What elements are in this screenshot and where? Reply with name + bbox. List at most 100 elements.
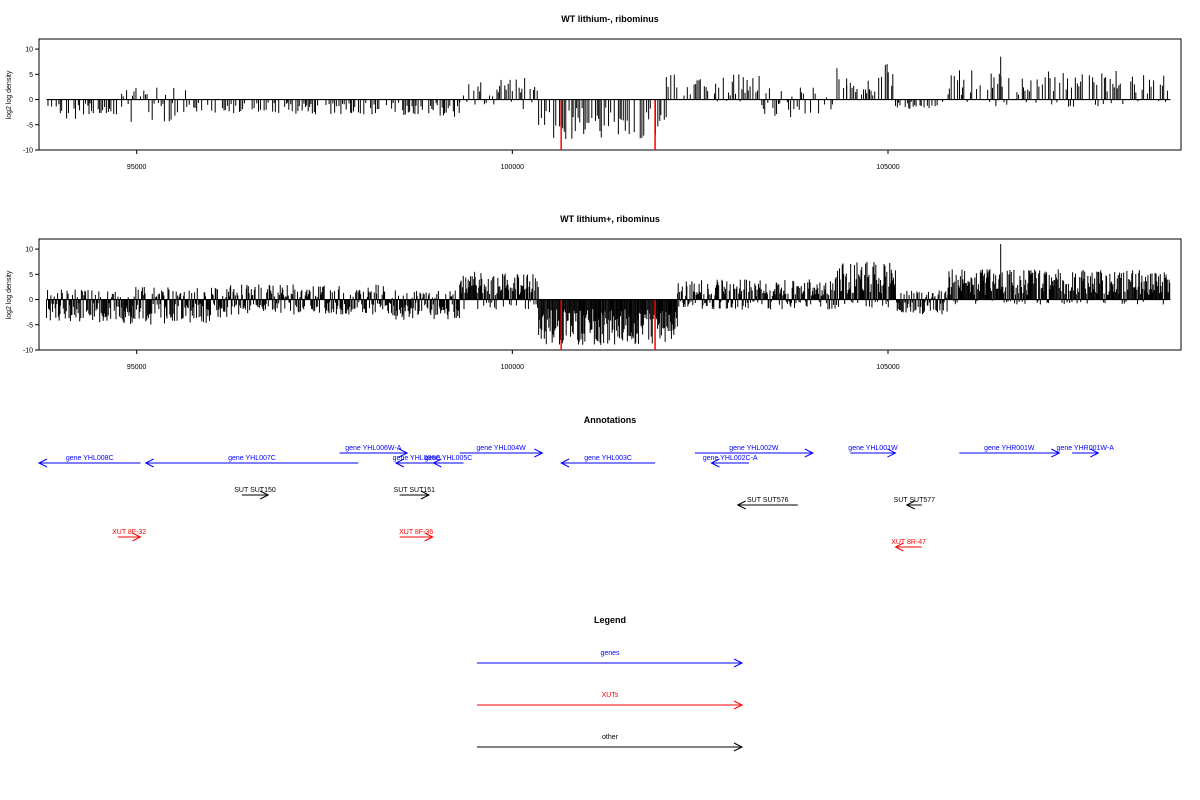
feature-label: gene YHL004W <box>476 445 526 452</box>
y-axis-label: log2 log density <box>6 70 13 119</box>
arrowhead-icon <box>887 448 897 458</box>
y-tick-label: 10 <box>25 47 33 54</box>
annotations-panel: Annotations gene YHL008C gene YHL007Cgene… <box>37 415 1115 552</box>
feature-gene: gene YHL008C <box>37 455 141 468</box>
feature-label: gene YHL007C <box>228 455 276 462</box>
y-tick-label: 5 <box>29 272 33 279</box>
legend-label: genes <box>600 650 620 657</box>
y-tick-label: 5 <box>29 72 33 79</box>
arrowhead-icon <box>905 500 915 510</box>
x-tick-label: 105000 <box>876 164 899 171</box>
feature-label: SUT SUT151 <box>394 487 436 494</box>
arrowhead-icon <box>1051 448 1061 458</box>
y-tick-label: 0 <box>29 297 33 304</box>
feature-label: gene YHR001W-A <box>1057 445 1115 452</box>
legend-item: genes <box>477 650 744 668</box>
feature-gene: gene YHR001W-A <box>1057 445 1115 458</box>
y-tick-label: -10 <box>23 348 33 355</box>
arrowhead-icon <box>733 700 744 710</box>
feature-gene: gene YHL001W <box>848 445 898 458</box>
arrowhead-icon <box>420 490 431 500</box>
feature-gene: gene YHL004W <box>459 445 544 458</box>
axes: -10 -5 0 5 10 95000 100000 105000 <box>23 247 900 371</box>
plot-frame <box>38 38 1182 151</box>
annotations-title: Annotations <box>584 415 637 425</box>
legend-items: genes XUTs other <box>477 650 744 752</box>
legend-label: XUTs <box>602 692 619 699</box>
feature-label: gene YHL005C <box>425 455 473 462</box>
y-tick-label: -5 <box>27 322 33 329</box>
y-tick-label: 0 <box>29 97 33 104</box>
feature-label: gene YHL001W <box>848 445 898 452</box>
arrowhead-icon <box>736 500 746 510</box>
x-tick-label: 100000 <box>501 364 524 371</box>
feature-label: gene YHL006W-A <box>345 445 401 452</box>
panel-lithium-minus: WT lithium-, ribominus log2 log density … <box>6 14 1182 171</box>
feature-gene: gene YHL006W-A <box>339 445 409 458</box>
feature-label: SUT SUT577 <box>894 497 936 504</box>
arrowhead-icon <box>432 458 442 468</box>
x-tick-label: 95000 <box>127 164 147 171</box>
arrowhead-icon <box>144 458 154 468</box>
feature-gene: gene YHL002W <box>694 445 814 458</box>
feature-label: gene YHL006C <box>393 455 441 462</box>
y-axis-label: log2 log density <box>6 270 13 319</box>
feature-gene: gene YHR001W <box>959 445 1061 458</box>
axes: -10 -5 0 5 10 95000 100000 105000 <box>23 47 900 171</box>
x-tick-label: 95000 <box>127 364 147 371</box>
chart-title: WT lithium-, ribominus <box>561 14 659 24</box>
feature-XUT: XUT 8F-36 <box>399 529 434 542</box>
arrowhead-icon <box>424 532 434 542</box>
bar-series <box>46 56 1171 150</box>
arrowhead-icon <box>894 542 904 552</box>
feature-label: gene YHL008C <box>66 455 114 462</box>
feature-other: SUT SUT577 <box>894 497 936 510</box>
feature-label: gene YHR001W <box>984 445 1035 452</box>
feature-other: SUT SUT576 <box>736 497 798 510</box>
feature-other: SUT SUT151 <box>394 487 436 500</box>
plot-frame <box>38 238 1182 351</box>
arrowhead-icon <box>733 742 744 752</box>
chart-title: WT lithium+, ribominus <box>560 214 660 224</box>
arrowhead-icon <box>37 458 48 468</box>
feature-label: SUT SUT150 <box>234 487 276 494</box>
annotation-features: gene YHL008C gene YHL007C gene YHL006W-A ge… <box>37 445 1115 552</box>
arrowhead-icon <box>1090 448 1100 458</box>
feature-gene: gene YHL006C <box>393 455 441 468</box>
feature-other: SUT SUT150 <box>234 487 276 500</box>
arrowhead-icon <box>804 448 814 458</box>
arrowhead-icon <box>560 458 570 468</box>
arrowhead-icon <box>259 490 270 500</box>
y-tick-label: -10 <box>23 148 33 155</box>
legend-item: other <box>477 734 744 752</box>
feature-gene: gene YHL005C <box>425 455 473 468</box>
feature-gene: gene YHL002C-A <box>703 455 758 468</box>
feature-label: SUT SUT576 <box>747 497 789 504</box>
legend-item: XUTs <box>477 692 744 710</box>
arrowhead-icon <box>710 458 720 468</box>
feature-XUT: XUT 8F-32 <box>112 529 146 542</box>
legend-label: other <box>602 734 619 741</box>
legend-panel: Legend genes XUTs other <box>477 615 744 752</box>
arrowhead-icon <box>733 658 744 668</box>
feature-XUT: XUT 8R-47 <box>891 539 926 552</box>
arrowhead-icon <box>534 448 544 458</box>
panel-lithium-plus: WT lithium+, ribominus log2 log density … <box>6 214 1182 371</box>
arrowhead-icon <box>394 458 405 468</box>
feature-label: XUT 8F-36 <box>399 529 433 536</box>
x-tick-label: 100000 <box>501 164 524 171</box>
arrowhead-icon <box>132 532 142 542</box>
x-tick-label: 105000 <box>876 364 899 371</box>
feature-label: XUT 8F-32 <box>112 529 146 536</box>
feature-gene: gene YHL007C <box>144 455 359 468</box>
y-tick-label: -5 <box>27 122 33 129</box>
bar-series <box>46 244 1171 350</box>
y-tick-label: 10 <box>25 247 33 254</box>
feature-label: gene YHL003C <box>584 455 632 462</box>
feature-label: gene YHL002W <box>729 445 779 452</box>
feature-label: gene YHL002C-A <box>703 455 758 462</box>
feature-gene: gene YHL003C <box>560 455 656 468</box>
legend-title: Legend <box>594 615 626 625</box>
arrowhead-icon <box>398 448 409 458</box>
